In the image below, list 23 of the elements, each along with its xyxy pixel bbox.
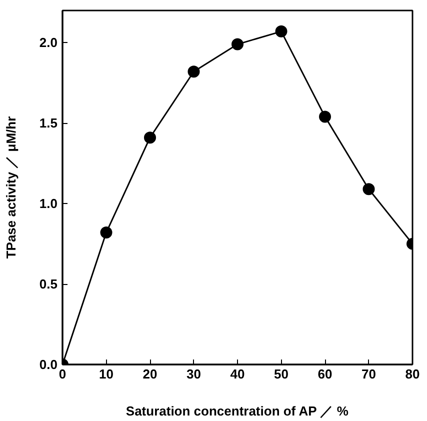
x-tick-label: 40 bbox=[230, 366, 245, 382]
x-axis-title: Saturation concentration of AP ／ % bbox=[126, 404, 349, 418]
point bbox=[144, 132, 156, 144]
y-axis-title: TPase activity ／ μM/hr bbox=[3, 116, 18, 259]
point bbox=[188, 66, 200, 78]
y-tick-label: 1.5 bbox=[39, 116, 58, 131]
x-tick-label: 20 bbox=[142, 366, 158, 382]
y-tick-label: 0.0 bbox=[39, 357, 58, 372]
x-tick-label: 60 bbox=[318, 366, 332, 382]
y-tick-label: 2.0 bbox=[39, 35, 58, 50]
x-tick-label: 80 bbox=[405, 366, 420, 382]
point bbox=[319, 110, 331, 123]
point bbox=[232, 38, 244, 50]
x-tick-label: 50 bbox=[274, 366, 288, 382]
x-tick-label: 30 bbox=[186, 366, 201, 382]
point bbox=[275, 25, 288, 38]
y-tick-label: 0.5 bbox=[39, 276, 58, 292]
x-tick-label: 0 bbox=[58, 366, 66, 382]
x-tick-label: 70 bbox=[362, 366, 376, 382]
x-tick-label: 10 bbox=[99, 366, 114, 382]
point bbox=[362, 183, 375, 196]
y-tick-label: 1.0 bbox=[39, 196, 58, 212]
point bbox=[100, 226, 112, 239]
